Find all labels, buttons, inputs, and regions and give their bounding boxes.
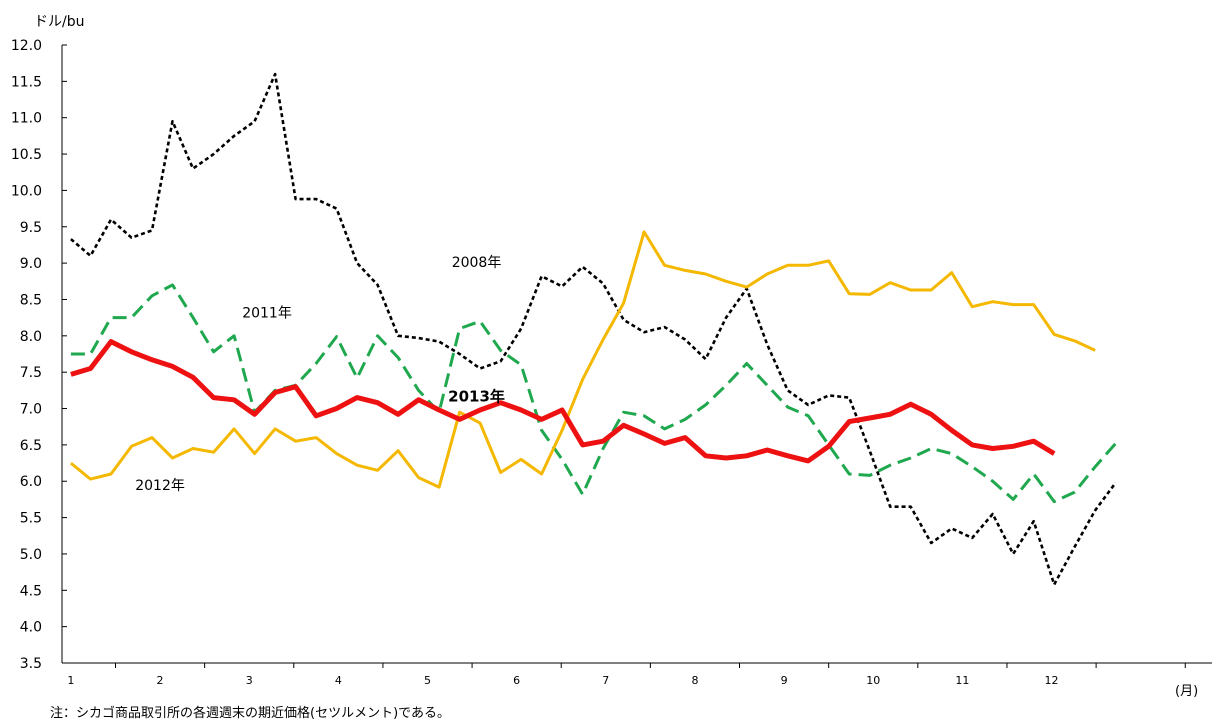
axes: 3.5 4.0 4.5 5.0 5.5 6.0 6.5 7.0 7.5 8.0 8.5 9.0 9.5 1… [11,38,1212,687]
y-tick-label: 11.0 [11,111,42,127]
y-tick-label: 5.5 [20,511,42,527]
series-group [69,72,1117,586]
series-line-2008 [70,72,1117,586]
y-tick-label: 4.0 [20,620,42,636]
x-tick-label: 12 [1045,674,1059,687]
y-tick-label: 9.0 [20,256,42,272]
series-line-2011 [70,283,1117,504]
y-tick-label: 11.5 [11,74,42,90]
y-tick-label: 10.5 [11,147,42,163]
y-tick-label: 5.0 [20,547,42,563]
y-tick-label: 7.5 [20,365,42,381]
series-line-2012 [69,230,1096,489]
series-label-2011: 2011年 [242,306,292,322]
x-axis-unit-label: (月) [1175,684,1199,699]
x-tick-label: 11 [955,674,969,687]
y-axis-label: ドル/bu [34,14,84,30]
x-tick-label: 8 [691,674,698,687]
x-tick-label: 10 [866,674,880,687]
series-line-2013 [70,339,1056,464]
y-tick-label: 12.0 [11,38,42,54]
x-tick-label: 6 [513,674,520,687]
series-labels: 2008年 2011年 2012年 2013年 [135,255,505,494]
x-tick-label: 4 [335,674,342,687]
x-tick-label: 5 [424,674,431,687]
y-tick-label: 6.0 [20,474,42,490]
series-label-2013: 2013年 [448,387,505,405]
x-tick-label: 9 [781,674,788,687]
x-tick-label: 2 [157,674,164,687]
x-tick-label: 1 [67,674,74,687]
y-tick-label: 8.0 [20,329,42,345]
x-tick-label: 3 [246,674,253,687]
y-tick-label: 10.0 [11,183,42,199]
x-tick-label: 7 [602,674,609,687]
y-tick-label: 6.5 [20,438,42,454]
y-tick-label: 7.0 [20,402,42,418]
y-tick-label: 3.5 [20,656,42,672]
chart-note: 注：シカゴ商品取引所の各週週末の期近価格(セツルメント)である。 [50,706,451,721]
series-label-2008: 2008年 [452,255,502,271]
y-tick-label: 8.5 [20,292,42,308]
series-label-2012: 2012年 [135,478,185,494]
y-tick-label: 4.5 [20,583,42,599]
y-tick-label: 9.5 [20,220,42,236]
